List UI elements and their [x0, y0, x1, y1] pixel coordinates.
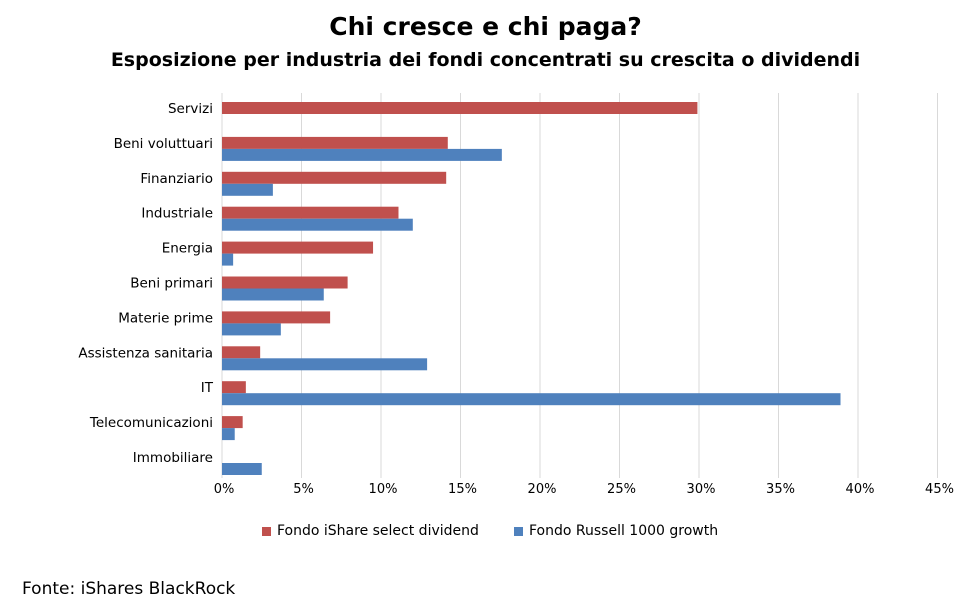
bar-growth [222, 288, 324, 301]
bar-growth [222, 428, 235, 441]
bar-growth [222, 358, 428, 371]
x-tick-label: 15% [448, 482, 477, 497]
bar-growth [222, 183, 273, 196]
y-category-label: Materie prime [118, 310, 213, 326]
x-tick-label: 25% [607, 482, 636, 497]
y-category-label: Immobiliare [133, 450, 213, 466]
bar-dividend [222, 346, 261, 359]
y-category-label: Finanziario [140, 171, 213, 187]
bar-dividend [222, 276, 348, 289]
x-tick-label: 40% [846, 482, 875, 497]
bar-growth [222, 463, 262, 475]
bar-growth [222, 218, 413, 231]
bar-dividend [222, 171, 447, 184]
bar-dividend [222, 206, 399, 219]
legend-label-growth: Fondo Russell 1000 growth [529, 523, 719, 539]
y-category-label: IT [201, 380, 214, 396]
bar-dividend [222, 311, 331, 324]
bar-growth [222, 253, 234, 266]
bar-growth [222, 323, 281, 336]
legend-label-dividend: Fondo iShare select dividend [277, 523, 479, 539]
bar-growth [222, 393, 841, 406]
legend-swatch-growth [514, 526, 523, 536]
bar-dividend [222, 241, 374, 254]
bar-dividend [222, 102, 698, 114]
legend-item-growth: Fondo Russell 1000 growth [514, 522, 718, 540]
y-category-label: Beni voluttuari [114, 136, 213, 152]
y-category-label: Energia [162, 241, 213, 257]
chart-title: Chi cresce e chi paga? [329, 12, 642, 41]
bar-dividend [222, 136, 448, 149]
x-tick-label: 10% [369, 482, 398, 497]
bar-growth [222, 148, 502, 161]
x-tick-label: 35% [766, 482, 795, 497]
bar-dividend [222, 381, 246, 394]
source-note: Fonte: iShares BlackRock [22, 579, 236, 599]
legend-item-dividend: Fondo iShare select dividend [262, 522, 479, 540]
x-tick-label: 20% [528, 482, 557, 497]
y-category-label: Beni primari [130, 276, 213, 292]
y-category-label: Servizi [168, 101, 213, 117]
legend-swatch-dividend [262, 526, 271, 536]
x-tick-label: 0% [214, 482, 235, 497]
x-tick-label: 30% [687, 482, 716, 497]
y-category-label: Telecomunicazioni [89, 415, 213, 431]
x-tick-label: 5% [293, 482, 314, 497]
y-category-label: Assistenza sanitaria [78, 345, 213, 361]
x-tick-label: 45% [925, 482, 954, 497]
y-category-label: Industriale [141, 206, 213, 222]
bar-dividend [222, 416, 243, 429]
chart-subtitle: Esposizione per industria dei fondi conc… [110, 49, 861, 71]
